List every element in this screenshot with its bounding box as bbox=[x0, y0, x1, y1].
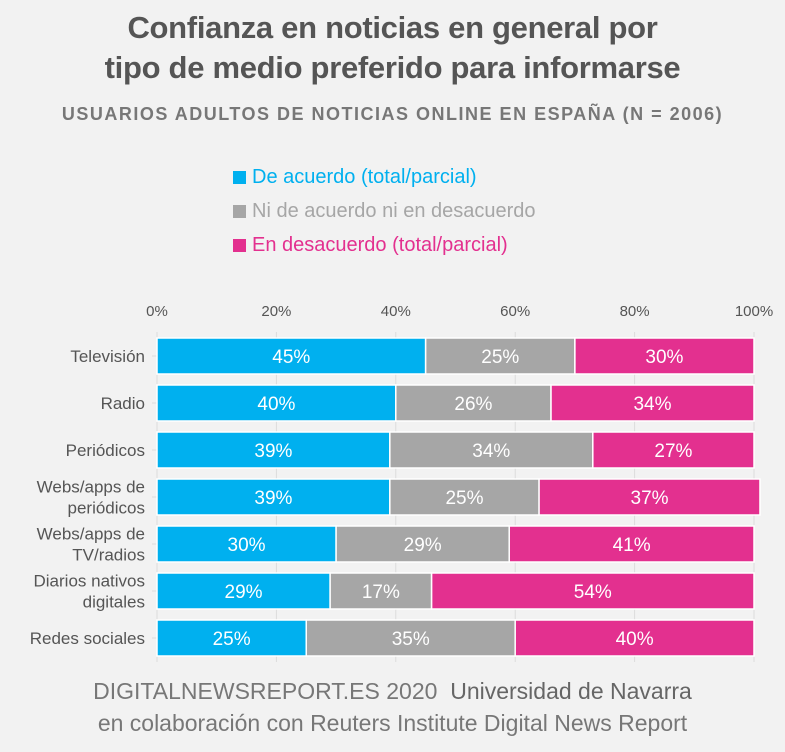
data-label: 27% bbox=[654, 441, 692, 462]
bars: 45% 25% 30% 40% 26% 34% 39% 34% 27% 39% 25% 37% 30% 2… bbox=[156, 337, 761, 657]
data-label: 37% bbox=[631, 488, 669, 509]
bar-segment bbox=[389, 478, 540, 516]
y-axis-labels: Televisión Radio Periódicos Webs/apps de per… bbox=[30, 347, 145, 648]
data-label: 25% bbox=[481, 347, 519, 368]
legend: De acuerdo (total/parcial) Ni de acuerdo… bbox=[233, 160, 536, 262]
bar-segment bbox=[335, 525, 510, 563]
bar-segment bbox=[574, 337, 755, 375]
data-label: 34% bbox=[472, 441, 510, 462]
data-label: 25% bbox=[213, 629, 251, 650]
category-label: Televisión bbox=[70, 347, 145, 366]
data-label: 54% bbox=[574, 582, 612, 603]
category-label: Webs/apps de TV/radios bbox=[37, 525, 145, 565]
bar-segment bbox=[592, 431, 755, 469]
bar-segment bbox=[156, 337, 427, 375]
footer-site: DIGITALNEWSREPORT.ES 2020 bbox=[93, 678, 438, 704]
legend-swatch-agree bbox=[233, 170, 246, 184]
bar-segment bbox=[156, 525, 337, 563]
bar-segment bbox=[538, 478, 761, 516]
legend-item-disagree: En desacuerdo (total/parcial) bbox=[233, 228, 536, 262]
bar-segment bbox=[156, 478, 391, 516]
bar-segment bbox=[156, 619, 307, 657]
data-label: 41% bbox=[613, 535, 651, 556]
data-label: 40% bbox=[257, 394, 295, 415]
bar-segment bbox=[514, 619, 755, 657]
bar-segment bbox=[424, 337, 576, 375]
x-tick-label: 60% bbox=[500, 303, 530, 320]
data-label: 39% bbox=[254, 441, 292, 462]
data-label: 29% bbox=[225, 582, 263, 603]
chart-title-line-1: Confianza en noticias en general por bbox=[127, 10, 658, 45]
bar-segment bbox=[389, 431, 594, 469]
legend-label-disagree: En desacuerdo (total/parcial) bbox=[252, 233, 508, 256]
bar-segment bbox=[156, 572, 331, 610]
footer-line-1: DIGITALNEWSREPORT.ES 2020 Universidad de… bbox=[0, 676, 785, 706]
x-tick-label: 0% bbox=[146, 303, 168, 320]
bar-segment bbox=[305, 619, 516, 657]
footer-line-2: en colaboración con Reuters Institute Di… bbox=[97, 710, 688, 736]
data-label: 30% bbox=[645, 347, 683, 368]
bar-segment bbox=[430, 572, 755, 610]
data-label: 40% bbox=[616, 629, 654, 650]
data-label: 35% bbox=[392, 629, 430, 650]
legend-item-neutral: Ni de acuerdo ni en desacuerdo bbox=[233, 194, 536, 228]
legend-swatch-disagree bbox=[233, 238, 246, 252]
legend-item-agree: De acuerdo (total/parcial) bbox=[233, 160, 536, 194]
data-label: 39% bbox=[254, 488, 292, 509]
x-tick-label: 40% bbox=[381, 303, 411, 320]
legend-label-neutral: Ni de acuerdo ni en desacuerdo bbox=[252, 199, 536, 222]
legend-swatch-neutral bbox=[233, 204, 246, 218]
bar-segment bbox=[550, 384, 755, 422]
data-label: 26% bbox=[454, 394, 492, 415]
x-tick-label: 80% bbox=[620, 303, 650, 320]
data-label: 34% bbox=[633, 394, 671, 415]
data-label: 29% bbox=[404, 535, 442, 556]
data-label: 25% bbox=[445, 488, 483, 509]
data-label: 30% bbox=[228, 535, 266, 556]
chart-title: Confianza en noticias en general por tip… bbox=[0, 8, 785, 88]
category-label: Diarios nativos digitales bbox=[34, 572, 146, 612]
data-label: 45% bbox=[272, 347, 310, 368]
x-tick-label: 100% bbox=[735, 303, 773, 320]
category-label: Redes sociales bbox=[30, 629, 145, 648]
data-label: 17% bbox=[362, 582, 400, 603]
category-label: Radio bbox=[101, 394, 145, 413]
chart-title-line-2: tipo de medio preferido para informarse bbox=[104, 50, 681, 85]
footer-university: Universidad de Navarra bbox=[450, 678, 692, 704]
x-tick-label: 20% bbox=[261, 303, 291, 320]
category-label: Webs/apps de periódicos bbox=[37, 478, 145, 518]
bar-segment bbox=[395, 384, 552, 422]
bar-segment bbox=[508, 525, 755, 563]
x-axis-ticks: 0% 20% 40% 60% 80% 100% bbox=[146, 303, 773, 320]
chart-subtitle: USUARIOS ADULTOS DE NOTICIAS ONLINE EN E… bbox=[61, 104, 724, 124]
bar-segment bbox=[156, 431, 391, 469]
bar-segment bbox=[156, 384, 397, 422]
legend-label-agree: De acuerdo (total/parcial) bbox=[252, 165, 477, 188]
category-label: Periódicos bbox=[66, 441, 145, 460]
